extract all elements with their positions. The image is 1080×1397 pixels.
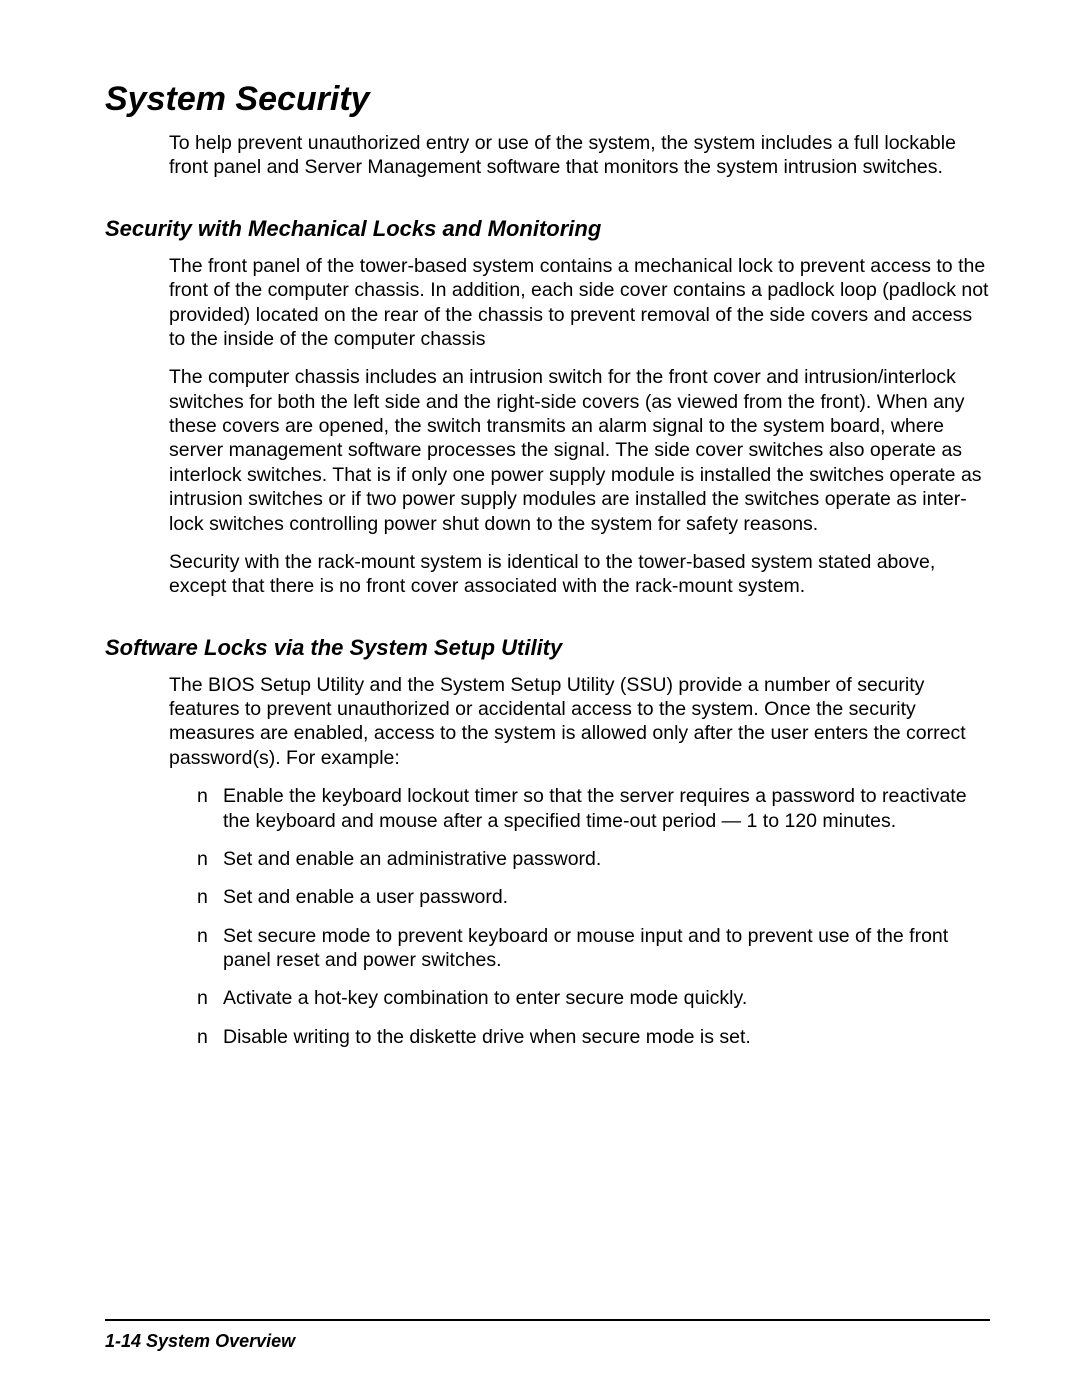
- list-item-text: Set and enable a user password.: [223, 886, 508, 908]
- list-item: n Disable writing to the diskette drive …: [197, 1025, 990, 1049]
- list-item-text: Activate a hot-key combination to enter …: [223, 987, 747, 1009]
- section-heading-mechanical: Security with Mechanical Locks and Monit…: [105, 216, 990, 242]
- footer-text: 1-14 System Overview: [105, 1331, 295, 1351]
- bullet-marker: n: [197, 885, 208, 909]
- intro-paragraph: To help prevent unauthorized entry or us…: [169, 131, 990, 180]
- bullet-marker: n: [197, 784, 208, 808]
- section1-para1: The front panel of the tower-based syste…: [169, 254, 990, 352]
- list-item: n Set and enable a user password.: [197, 885, 990, 909]
- bullet-list: n Enable the keyboard lockout timer so t…: [169, 784, 990, 1049]
- list-item: n Activate a hot-key combination to ente…: [197, 986, 990, 1010]
- bullet-marker: n: [197, 986, 208, 1010]
- list-item-text: Enable the keyboard lockout timer so tha…: [223, 785, 967, 831]
- section2-para1: The BIOS Setup Utility and the System Se…: [169, 673, 990, 771]
- page-footer: 1-14 System Overview: [105, 1319, 990, 1352]
- list-item: n Enable the keyboard lockout timer so t…: [197, 784, 990, 833]
- list-item-text: Disable writing to the diskette drive wh…: [223, 1026, 751, 1048]
- page-title: System Security: [105, 80, 990, 119]
- section1-para3: Security with the rack-mount system is i…: [169, 550, 990, 599]
- bullet-marker: n: [197, 847, 208, 871]
- list-item: n Set and enable an administrative passw…: [197, 847, 990, 871]
- list-item-text: Set secure mode to prevent keyboard or m…: [223, 925, 948, 971]
- section-heading-software: Software Locks via the System Setup Util…: [105, 635, 990, 661]
- list-item: n Set secure mode to prevent keyboard or…: [197, 924, 990, 973]
- document-page: System Security To help prevent unauthor…: [0, 0, 1080, 1113]
- list-item-text: Set and enable an administrative passwor…: [223, 848, 601, 870]
- section1-para2: The computer chassis includes an intrusi…: [169, 365, 990, 536]
- bullet-marker: n: [197, 924, 208, 948]
- bullet-marker: n: [197, 1025, 208, 1049]
